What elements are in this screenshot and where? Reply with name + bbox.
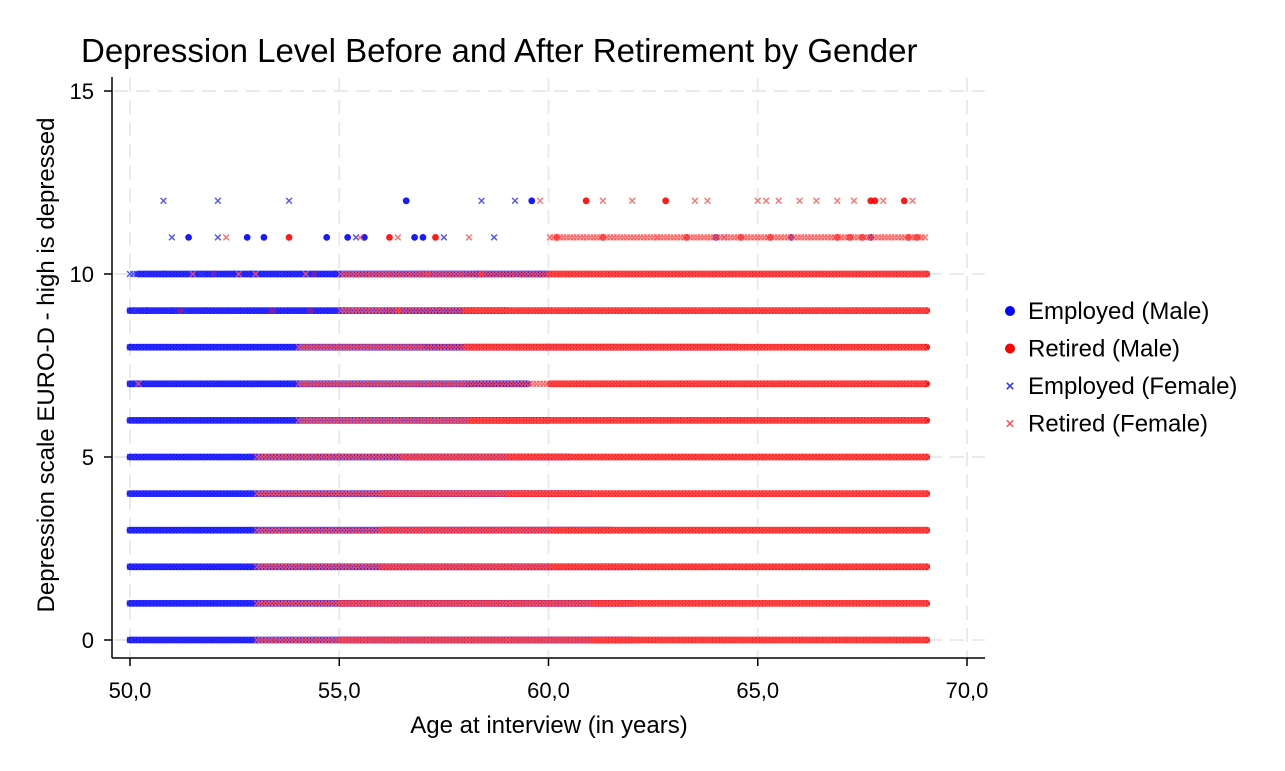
y-tick-label: 0 [82, 628, 94, 653]
data-point [344, 234, 352, 241]
data-point [260, 234, 268, 241]
data-point [528, 197, 536, 205]
data-point [419, 234, 427, 241]
data-point [402, 197, 410, 205]
x-tick-label: 50,0 [109, 678, 152, 703]
x-tick-label: 70,0 [946, 678, 989, 703]
data-points [126, 197, 931, 644]
data-point [243, 234, 251, 241]
x-tick-label: 55,0 [318, 678, 361, 703]
data-point [536, 270, 544, 278]
x-tick-label: 65,0 [736, 678, 779, 703]
data-point [323, 234, 331, 241]
y-tick-label: 15 [70, 79, 94, 104]
data-point [712, 234, 720, 241]
data-point [436, 307, 444, 314]
y-tick-label: 10 [70, 262, 94, 287]
chart-title: Depression Level Before and After Retire… [81, 32, 917, 69]
data-point [201, 307, 209, 314]
data-point [185, 234, 192, 241]
data-point [168, 307, 176, 314]
y-tick-label: 5 [82, 445, 94, 470]
data-point [411, 234, 418, 241]
x-tick-label: 60,0 [527, 678, 570, 703]
axes: 0 5 10 15 50,0 55,0 60,0 65,0 70,0 [70, 77, 989, 703]
